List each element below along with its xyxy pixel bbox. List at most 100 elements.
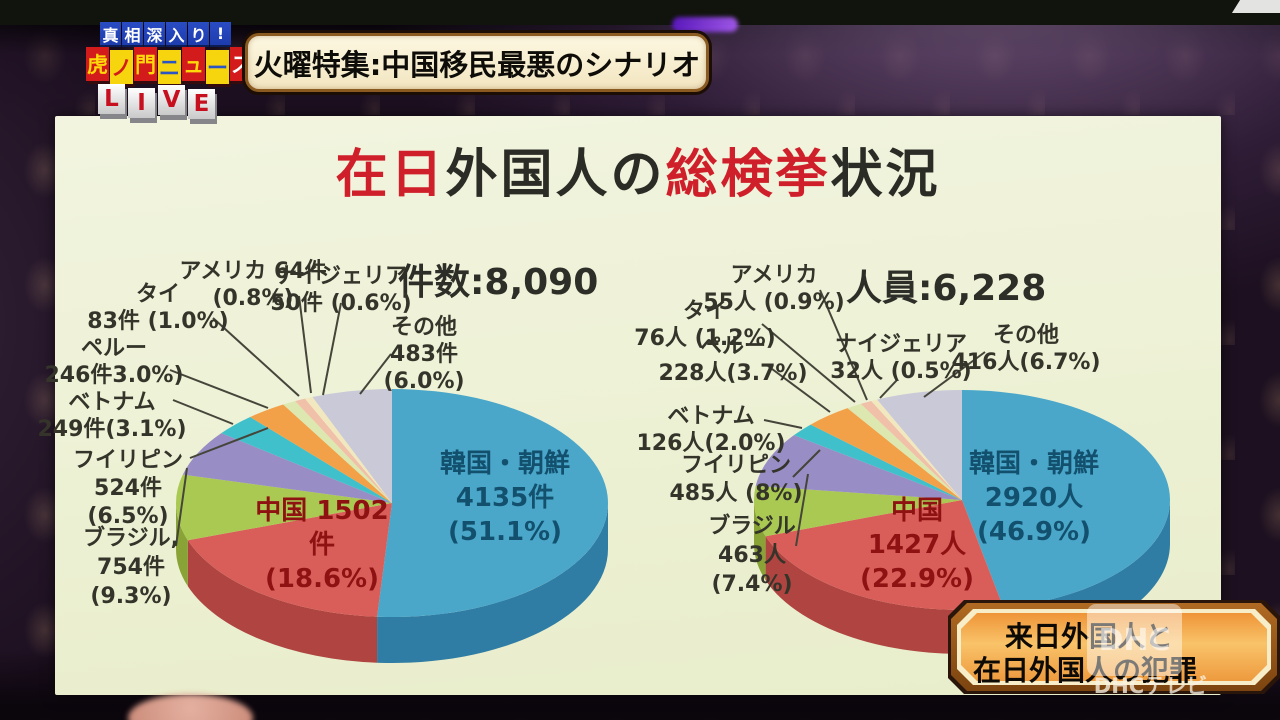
label-line: (6.5%) bbox=[87, 504, 169, 529]
label-line: 463人 bbox=[718, 543, 786, 568]
caption-line-2: 在日外国人の犯罪 bbox=[973, 654, 1198, 687]
pie0-slice-ベトナム bbox=[221, 417, 392, 503]
label-line: (18.6%) bbox=[265, 564, 379, 594]
label-line: 249件(3.1%) bbox=[37, 417, 187, 442]
pie1-slice-ナイジェリア bbox=[871, 399, 962, 500]
logo-block: I bbox=[128, 88, 155, 118]
label-line: フイリピン bbox=[72, 448, 184, 473]
label-line: ベトナム bbox=[667, 404, 755, 429]
chart-title-persons: 人員:6,228 bbox=[846, 268, 1047, 309]
logo-block: ! bbox=[210, 22, 231, 45]
pie1-label-ブラジル: ブラジル 463人 (7.4%) bbox=[708, 512, 796, 599]
pie0-slice-中国 bbox=[187, 503, 392, 617]
label-line: ブラジル, bbox=[83, 526, 179, 551]
pie1-leader-ペルー bbox=[767, 365, 831, 413]
label-line: 754件 bbox=[97, 555, 165, 580]
label-line: (51.1%) bbox=[448, 517, 562, 547]
label-line: 韓国・朝鮮 bbox=[439, 449, 571, 479]
pie0-slice-韓国・朝鮮 bbox=[377, 389, 608, 617]
pie1-label-ベトナム: ベトナム 126人(2.0%) bbox=[636, 403, 785, 457]
logo-block: ニ bbox=[158, 50, 181, 84]
pie1-slice-ベトナム bbox=[793, 424, 962, 500]
label-line: 2920人 bbox=[984, 483, 1084, 513]
label-line: 83件 (1.0%) bbox=[87, 309, 229, 334]
logo-block: 虎 bbox=[86, 47, 109, 81]
pie0-leader-ベトナム bbox=[172, 399, 234, 425]
pie0-side-韓国・朝鮮 bbox=[377, 503, 608, 663]
slide-title: 在日外国人の総検挙状況 bbox=[55, 132, 1221, 207]
label-line: 1427人 bbox=[867, 530, 967, 560]
caption-box: 来日外国人と 在日外国人の犯罪 bbox=[948, 600, 1280, 694]
pie1-slice-ブラジル bbox=[754, 485, 962, 537]
pie1-slice-ペルー bbox=[810, 408, 962, 500]
pie1-slice-中国 bbox=[765, 500, 1004, 610]
pie0-label-中国: 中国 1502 件 (18.6%) bbox=[255, 494, 388, 596]
pie1-label-ナイジェリア: ナイジェリア 32人 (0.5%) bbox=[830, 331, 971, 385]
pie1-leader-ブラジル bbox=[795, 473, 809, 547]
pie0-label-ペルー: ペルー 246件3.0%) bbox=[45, 335, 184, 389]
pie1-label-中国: 中国 1427人 (22.9%) bbox=[860, 494, 974, 596]
label-line: ナイジェリア bbox=[274, 264, 407, 289]
label-line: アメリカ bbox=[730, 263, 818, 288]
pie1-side-中国 bbox=[765, 536, 1004, 654]
label-line: その他 bbox=[390, 315, 457, 340]
label-line: 76人 (1.2%) bbox=[634, 326, 776, 351]
pie0-label-ナイジェリア: ナイジェリア 50件 (0.6%) bbox=[270, 263, 411, 317]
label-line: 4135件 bbox=[455, 483, 555, 513]
label-line: 韓国・朝鮮 bbox=[968, 449, 1100, 479]
label-line: ナイジェリア bbox=[834, 332, 967, 357]
label-line: 416人(6.7%) bbox=[951, 350, 1101, 375]
pie0-side-中国 bbox=[187, 540, 378, 663]
pie1-label-韓国・朝鮮: 韓国・朝鮮 2920人 (46.9%) bbox=[969, 447, 1099, 549]
label-line: 246件3.0%) bbox=[44, 363, 184, 388]
purple-stage-light bbox=[672, 17, 738, 32]
label-line: フイリピン bbox=[680, 453, 792, 478]
logo-block: L bbox=[98, 84, 125, 114]
pie1-leader-ベトナム bbox=[763, 419, 803, 429]
label-line: 中国 bbox=[890, 496, 943, 526]
label-line: タイ bbox=[135, 282, 180, 307]
pie1-leader-その他 bbox=[923, 351, 986, 398]
pie1-label-その他: その他 416人(6.7%) bbox=[951, 322, 1100, 376]
pie1-leader-アメリカ bbox=[819, 289, 868, 401]
logo-block: 相 bbox=[122, 22, 143, 45]
pie1-label-フイリピン: フイリピン 485人 (8%) bbox=[669, 452, 802, 508]
label-line: (46.9%) bbox=[977, 517, 1091, 547]
top-dark-band bbox=[0, 0, 1280, 25]
pie1-label-ペルー: ペルー 228人(3.7%) bbox=[658, 333, 807, 387]
watermark-text: DHCテレビ bbox=[1093, 674, 1208, 698]
pie1-leader-フイリピン bbox=[792, 449, 821, 478]
pie0-label-韓国・朝鮮: 韓国・朝鮮 4135件 (51.1%) bbox=[440, 447, 570, 549]
pie1-side-ブラジル bbox=[754, 500, 766, 581]
label-line: (0.8%) bbox=[212, 286, 294, 311]
label-line: 55人 (0.9%) bbox=[703, 290, 845, 315]
pie0-slice-アメリカ bbox=[295, 398, 392, 503]
caption-line-1: 来日外国人と bbox=[1005, 620, 1174, 653]
pie0-leader-フイリピン bbox=[189, 427, 269, 459]
pie1-slice-アメリカ bbox=[860, 401, 962, 500]
title-segment-3: 総検挙 bbox=[665, 145, 831, 205]
logo-block: 深 bbox=[144, 22, 165, 45]
label-line: ペルー bbox=[80, 336, 147, 361]
pie0-label-その他: その他 483件 (6.0%) bbox=[383, 314, 464, 395]
label-line: タイ bbox=[682, 299, 727, 324]
logo-title: 虎ノ門ニュース bbox=[86, 47, 271, 84]
title-segment-1: 在日 bbox=[335, 145, 446, 205]
label-line: 件 bbox=[308, 530, 336, 560]
logo-tagline: 真相深入り! bbox=[100, 22, 271, 45]
label-line: 524件 bbox=[94, 476, 162, 501]
logo-block: ュ bbox=[182, 47, 205, 81]
pie0-label-フイリピン: フイリピン 524件 (6.5%) bbox=[73, 447, 183, 531]
label-line: ペルー bbox=[699, 334, 766, 359]
logo-block: 入 bbox=[166, 22, 187, 45]
pie0-slice-ペルー bbox=[250, 404, 392, 503]
pie1-label-タイ: タイ 76人 (1.2%) bbox=[634, 298, 775, 352]
pie0-label-ベトナム: ベトナム 249件(3.1%) bbox=[37, 389, 186, 443]
label-line: 126人(2.0%) bbox=[636, 431, 786, 456]
pie1-leader-ナイジェリア bbox=[879, 379, 898, 399]
logo-block: 真 bbox=[100, 22, 121, 45]
pie1-slice-韓国・朝鮮 bbox=[962, 390, 1170, 608]
pie0-label-アメリカ: アメリカ 64件 (0.8%) bbox=[179, 258, 326, 312]
